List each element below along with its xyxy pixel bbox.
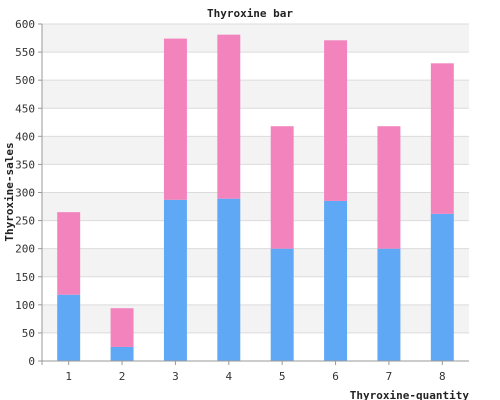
x-axis-label: Thyroxine-quantity: [350, 389, 470, 400]
y-tick-label: 250: [15, 215, 35, 228]
bar-segment-6-series-2: [324, 40, 348, 201]
y-tick-label: 100: [15, 299, 35, 312]
y-tick-label: 400: [15, 130, 35, 143]
y-tick-label: 0: [28, 355, 35, 368]
x-tick-label: 6: [332, 370, 339, 383]
plot-band: [42, 192, 469, 221]
bar-segment-5-series-2: [270, 126, 294, 249]
x-tick-label: 3: [172, 370, 179, 383]
bar-segment-2-series-1: [110, 346, 134, 361]
bar-segment-3-series-1: [163, 199, 187, 361]
y-tick-label: 600: [15, 18, 35, 31]
y-tick-labels: 0 50 100 150 200 250 300 350 400 450 500 550 600: [15, 18, 35, 368]
bar-segment-4-series-2: [217, 34, 241, 199]
y-axis-label: Thyroxine-sales: [3, 142, 16, 241]
plot-band: [42, 304, 469, 333]
y-tick-label: 300: [15, 187, 35, 200]
plot-band: [42, 52, 469, 81]
plot-band: [42, 220, 469, 249]
y-tick-label: 500: [15, 74, 35, 87]
bar-segment-7-series-2: [377, 126, 401, 249]
plot-band: [42, 164, 469, 193]
bar-segment-3-series-2: [163, 38, 187, 200]
y-tick-label: 350: [15, 158, 35, 171]
x-tick-labels: 1 2 3 4 5 6 7 8: [65, 370, 445, 383]
axes: [38, 23, 469, 365]
plot-band: [42, 80, 469, 109]
bar-segment-8-series-2: [430, 63, 454, 214]
plot-band: [42, 24, 469, 53]
bar-segment-5-series-1: [270, 248, 294, 361]
bars: [57, 34, 454, 361]
y-tick-label: 150: [15, 271, 35, 284]
bar-segment-1-series-2: [57, 212, 81, 295]
bar-segment-7-series-1: [377, 248, 401, 361]
plot-band: [42, 108, 469, 137]
y-tick-label: 200: [15, 243, 35, 256]
plot-band: [42, 276, 469, 305]
y-tick-label: 50: [22, 327, 35, 340]
y-tick-label: 450: [15, 102, 35, 115]
x-tick-label: 5: [279, 370, 286, 383]
bar-segment-1-series-1: [57, 294, 81, 361]
x-tick-label: 8: [439, 370, 446, 383]
bar-segment-4-series-1: [217, 198, 241, 361]
bar-segment-2-series-2: [110, 308, 134, 347]
plot-band: [42, 136, 469, 165]
chart-title: Thyroxine bar: [207, 7, 293, 20]
x-tick-label: 2: [119, 370, 126, 383]
plot-band: [42, 332, 469, 361]
bar-segment-8-series-1: [430, 213, 454, 361]
x-tick-label: 4: [226, 370, 233, 383]
y-tick-label: 550: [15, 46, 35, 59]
plot-band: [42, 248, 469, 277]
bar-segment-6-series-1: [324, 200, 348, 361]
x-tick-label: 7: [386, 370, 393, 383]
x-tick-label: 1: [65, 370, 72, 383]
